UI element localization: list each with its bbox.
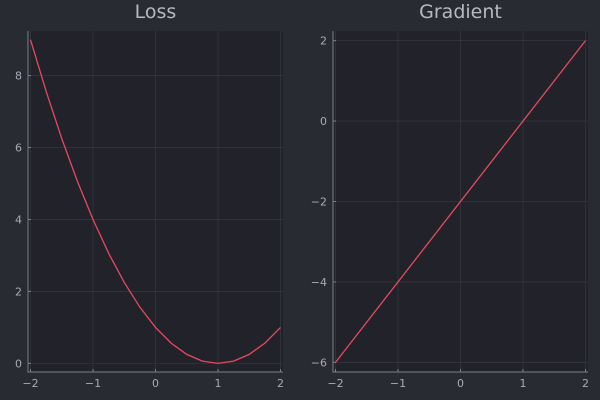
gradient-series-layer bbox=[334, 40, 587, 363]
loss-panel: −2 −1 0 1 2 0 2 4 6 8 Loss bbox=[15, 1, 284, 390]
loss-y-tick-label: 8 bbox=[15, 70, 22, 83]
gradient-x-tick-label: 2 bbox=[582, 377, 589, 390]
loss-axes-frame bbox=[27, 31, 283, 373]
loss-x-tick-label: −1 bbox=[85, 377, 101, 390]
gradient-x-tick-label: −2 bbox=[327, 377, 343, 390]
loss-series-line bbox=[29, 39, 281, 365]
gradient-y-tick-label: 0 bbox=[320, 115, 327, 128]
gradient-chart-title: Gradient bbox=[419, 1, 502, 23]
gradient-y-tick-label: −6 bbox=[311, 356, 327, 369]
loss-y-tick-label: 0 bbox=[15, 357, 22, 370]
gradient-x-tick-label: −1 bbox=[390, 377, 406, 390]
loss-ticks: −2 −1 0 1 2 0 2 4 6 8 bbox=[15, 70, 284, 390]
loss-series-layer bbox=[29, 39, 281, 365]
loss-grid bbox=[28, 31, 283, 372]
loss-y-tick-label: 6 bbox=[15, 142, 22, 155]
gradient-y-tick-label: 2 bbox=[320, 35, 327, 48]
gradient-x-tick-label: 0 bbox=[457, 377, 464, 390]
loss-x-tick-label: 1 bbox=[215, 377, 222, 390]
gradient-y-tick-label: −2 bbox=[311, 196, 327, 209]
gradient-y-tick-label: −4 bbox=[311, 276, 327, 289]
loss-x-tick-label: −2 bbox=[22, 377, 38, 390]
loss-y-tick-label: 4 bbox=[15, 213, 22, 226]
gradient-x-tick-label: 1 bbox=[520, 377, 527, 390]
loss-x-tick-label: 0 bbox=[152, 377, 159, 390]
gradient-series-line bbox=[334, 40, 587, 363]
loss-chart-title: Loss bbox=[135, 1, 177, 23]
gradient-panel: −2 −1 0 1 2 −6 −4 −2 0 2 Gradient bbox=[311, 1, 589, 390]
loss-y-tick-label: 2 bbox=[15, 285, 22, 298]
loss-x-tick-label: 2 bbox=[277, 377, 284, 390]
gradient-axes-frame bbox=[332, 31, 588, 373]
gradient-ticks: −2 −1 0 1 2 −6 −4 −2 0 2 bbox=[311, 35, 589, 390]
